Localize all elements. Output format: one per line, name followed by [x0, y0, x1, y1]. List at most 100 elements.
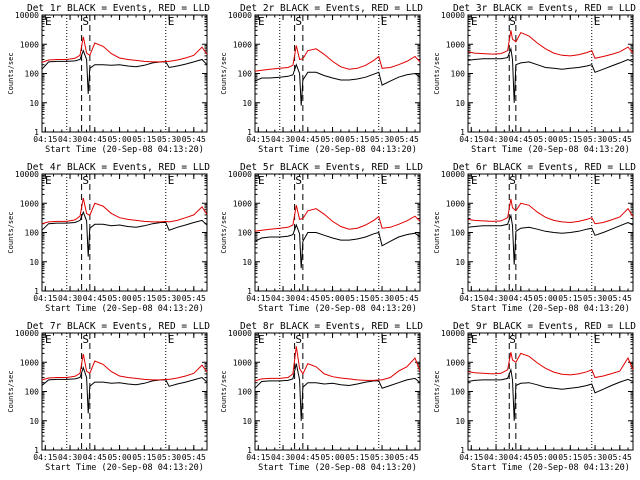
y-tick-label: 1 — [247, 128, 252, 137]
series-line-lld — [254, 205, 421, 232]
series-line-lld — [467, 30, 634, 59]
x-tick-label: 05:00 — [321, 135, 345, 144]
y-tick-label: 100 — [25, 70, 40, 79]
region-marker-e: E — [594, 174, 601, 187]
series-line-events — [467, 213, 634, 265]
y-tick-label: 10000 — [228, 329, 252, 338]
y-tick-label: 10 — [29, 99, 39, 108]
y-tick-label: 10000 — [441, 11, 465, 20]
x-tick-label: 04:15 — [459, 294, 483, 303]
x-tick-label: 05:30 — [370, 294, 394, 303]
x-tick-label: 04:45 — [83, 135, 107, 144]
region-marker-e: E — [381, 15, 388, 28]
x-tick-label: 04:45 — [83, 453, 107, 462]
y-tick-label: 100 — [25, 388, 40, 397]
x-tick-label: 05:30 — [370, 135, 394, 144]
chart-panel: Det 7r BLACK = Events, RED = LLD 1 10 100 10… — [7, 321, 210, 473]
region-marker-e: E — [168, 333, 175, 346]
x-tick-label: 05:00 — [321, 294, 345, 303]
x-tick-label: 04:30 — [271, 135, 295, 144]
y-tick-label: 100 — [238, 229, 253, 238]
x-tick-label: 04:45 — [509, 453, 533, 462]
y-tick-label: 100 — [25, 229, 40, 238]
x-tick-label: 04:45 — [296, 135, 320, 144]
y-tick-label: 10 — [242, 258, 252, 267]
y-tick-label: 1 — [460, 128, 465, 137]
y-tick-label: 10 — [455, 417, 465, 426]
y-tick-label: 1000 — [20, 358, 39, 367]
region-marker-s: S — [295, 333, 302, 346]
y-axis-label: Counts/sec — [433, 370, 441, 412]
y-tick-label: 100 — [238, 70, 253, 79]
y-tick-label: 100 — [238, 388, 253, 397]
region-marker-e: E — [471, 333, 478, 346]
y-axis-label: Counts/sec — [433, 52, 441, 94]
x-tick-label: 04:15 — [33, 294, 57, 303]
x-tick-label: 05:45 — [182, 453, 206, 462]
y-tick-label: 1000 — [446, 40, 465, 49]
plot-frame — [467, 14, 634, 133]
chart-title: Det 3r BLACK = Events, RED = LLD — [453, 3, 636, 14]
region-marker-s: S — [295, 174, 302, 187]
x-tick-label: 04:15 — [33, 135, 57, 144]
y-tick-label: 10 — [242, 99, 252, 108]
x-tick-label: 05:45 — [608, 453, 632, 462]
chart-title: Det 6r BLACK = Events, RED = LLD — [453, 162, 636, 173]
y-tick-label: 1000 — [233, 40, 252, 49]
x-tick-label: 04:15 — [459, 135, 483, 144]
region-marker-s: S — [82, 15, 89, 28]
series-line-events — [41, 49, 208, 94]
region-marker-s: S — [82, 333, 89, 346]
x-tick-label: 04:30 — [58, 453, 82, 462]
y-tick-label: 1 — [34, 128, 39, 137]
x-tick-label: 04:30 — [484, 294, 508, 303]
region-marker-s: S — [82, 174, 89, 187]
y-tick-label: 10000 — [441, 329, 465, 338]
x-axis-label: Start Time (20-Sep-08 04:13:20) — [45, 304, 204, 314]
chart-title: Det 9r BLACK = Events, RED = LLD — [453, 321, 636, 332]
chart-panel: Det 5r BLACK = Events, RED = LLD 1 10 100 10… — [220, 162, 423, 314]
y-tick-label: 1 — [34, 287, 39, 296]
region-marker-s: S — [509, 174, 516, 187]
chart-title: Det 4r BLACK = Events, RED = LLD — [27, 162, 210, 173]
series-line-lld — [41, 197, 208, 225]
x-tick-label: 04:30 — [271, 294, 295, 303]
x-axis-label: Start Time (20-Sep-08 04:13:20) — [471, 145, 630, 155]
x-axis-label: Start Time (20-Sep-08 04:13:20) — [471, 304, 630, 314]
y-tick-label: 10000 — [15, 329, 39, 338]
x-tick-label: 04:30 — [58, 294, 82, 303]
x-tick-label: 05:30 — [157, 135, 181, 144]
y-axis-label: Counts/sec — [7, 211, 15, 253]
series-line-events — [41, 210, 208, 257]
series-line-events — [41, 366, 208, 414]
region-marker-e: E — [168, 15, 175, 28]
x-tick-label: 05:00 — [108, 453, 132, 462]
x-axis-label: Start Time (20-Sep-08 04:13:20) — [258, 463, 417, 473]
x-tick-label: 05:15 — [558, 294, 582, 303]
chart-title: Det 1r BLACK = Events, RED = LLD — [27, 3, 210, 14]
x-tick-label: 05:45 — [395, 294, 419, 303]
x-tick-label: 05:30 — [583, 135, 607, 144]
x-tick-label: 05:00 — [534, 135, 558, 144]
y-tick-label: 1000 — [233, 199, 252, 208]
series-line-events — [467, 46, 634, 103]
series-line-events — [254, 363, 421, 421]
region-marker-s: S — [509, 15, 516, 28]
region-marker-e: E — [168, 174, 175, 187]
x-axis-label: Start Time (20-Sep-08 04:13:20) — [471, 463, 630, 473]
x-tick-label: 04:45 — [509, 294, 533, 303]
x-tick-label: 05:15 — [345, 294, 369, 303]
x-tick-label: 04:45 — [296, 294, 320, 303]
x-tick-label: 05:00 — [534, 453, 558, 462]
y-tick-label: 1000 — [233, 358, 252, 367]
series-line-lld — [41, 36, 208, 63]
x-tick-label: 04:45 — [509, 135, 533, 144]
x-tick-label: 04:15 — [33, 453, 57, 462]
series-line-lld — [254, 346, 421, 382]
x-tick-label: 04:30 — [484, 453, 508, 462]
x-axis-label: Start Time (20-Sep-08 04:13:20) — [45, 463, 204, 473]
x-tick-label: 04:15 — [246, 453, 270, 462]
x-tick-label: 05:45 — [395, 135, 419, 144]
series-line-lld — [467, 352, 634, 379]
